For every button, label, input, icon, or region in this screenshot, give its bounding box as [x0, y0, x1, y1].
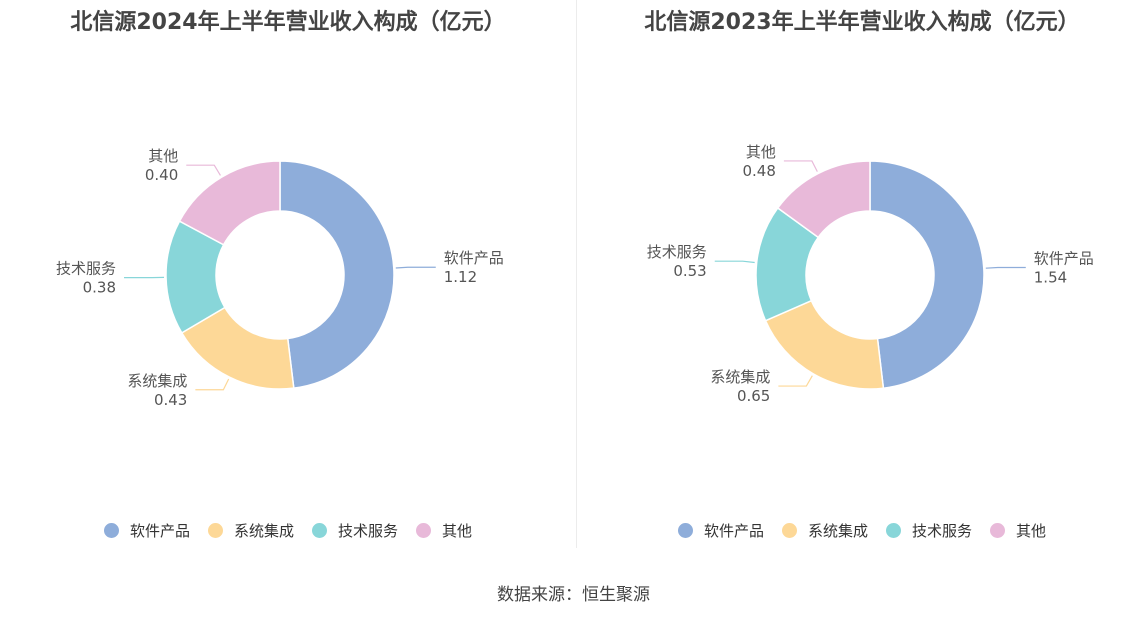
legend-dot-icon — [886, 523, 901, 538]
legend-dot-icon — [990, 523, 1006, 538]
legend-item-system-integration[interactable]: 系统集成 — [207, 520, 294, 541]
leader-line-other — [186, 164, 221, 176]
legend-label: 软件产品 — [129, 522, 190, 540]
slice-label-other: 其他 — [148, 147, 178, 165]
slice-value-system-integration: 0.43 — [154, 391, 187, 409]
slice-label-tech-service: 技术服务 — [647, 243, 707, 261]
chart-title: 北信源2023年上半年营业收入构成（亿元） — [644, 10, 1080, 35]
leader-line-system-integration — [778, 375, 813, 387]
legend-label: 软件产品 — [703, 522, 764, 540]
donut-slice-system-integration[interactable] — [764, 299, 885, 390]
leader-line-system-integration — [195, 378, 230, 391]
leader-line-tech-service — [714, 260, 755, 264]
legend-label: 系统集成 — [807, 522, 868, 540]
legend-item-tech-service[interactable]: 技术服务 — [312, 520, 398, 541]
panel-divider — [576, 0, 577, 548]
chart-panel-2024: 北信源2024年上半年营业收入构成（亿元） 软件产品 1.12 系统集成 0.43 技术… — [0, 0, 576, 560]
legend-dot-icon — [312, 523, 327, 538]
legend-dot-icon — [781, 523, 797, 538]
slice-value-other: 0.48 — [742, 162, 775, 180]
slice-label-other: 其他 — [746, 143, 776, 161]
slice-label-software: 软件产品 — [444, 249, 504, 267]
legend-label: 技术服务 — [912, 522, 973, 540]
chart-title: 北信源2024年上半年营业收入构成（亿元） — [70, 10, 506, 35]
legend-dot-icon — [207, 523, 223, 538]
legend-label: 系统集成 — [233, 522, 294, 540]
legend-dot-icon — [677, 523, 693, 538]
donut-slice-other[interactable] — [178, 160, 281, 246]
slice-label-tech-service: 技术服务 — [56, 260, 116, 278]
slice-value-software: 1.54 — [1034, 268, 1067, 286]
donut-slice-other[interactable] — [776, 160, 871, 239]
legend-item-software[interactable]: 软件产品 — [677, 520, 764, 541]
chart-panel-2023: 北信源2023年上半年营业收入构成（亿元） 软件产品 1.54 系统集成 0.65 技术… — [577, 0, 1147, 560]
slice-value-software: 1.12 — [444, 268, 477, 286]
legend-label: 其他 — [1016, 522, 1047, 540]
legend-dot-icon — [416, 523, 432, 538]
leader-line-software — [395, 266, 436, 269]
legend-item-software[interactable]: 软件产品 — [103, 520, 190, 541]
donut-slice-software[interactable] — [279, 160, 395, 389]
data-source: 数据来源：恒生聚源 — [497, 585, 650, 605]
legend-dot-icon — [103, 523, 119, 538]
slice-value-tech-service: 0.38 — [83, 279, 116, 297]
slice-value-system-integration: 0.65 — [737, 387, 770, 405]
leader-line-other — [783, 160, 818, 172]
legend-label: 技术服务 — [338, 522, 399, 540]
legend-item-tech-service[interactable]: 技术服务 — [886, 520, 972, 541]
slice-label-system-integration: 系统集成 — [127, 372, 187, 390]
legend-item-other[interactable]: 其他 — [990, 520, 1046, 541]
legend: 软件产品 系统集成 技术服务 其他 — [577, 520, 1147, 541]
slice-label-system-integration: 系统集成 — [710, 368, 770, 386]
slice-label-software: 软件产品 — [1034, 249, 1094, 267]
legend-item-system-integration[interactable]: 系统集成 — [781, 520, 868, 541]
donut-slice-software[interactable] — [869, 160, 985, 390]
leader-line-software — [985, 266, 1026, 269]
slice-value-other: 0.40 — [145, 166, 178, 184]
legend-item-other[interactable]: 其他 — [416, 520, 472, 541]
legend-label: 其他 — [442, 522, 473, 540]
slice-value-tech-service: 0.53 — [673, 262, 706, 280]
legend: 软件产品 系统集成 技术服务 其他 — [0, 520, 576, 541]
